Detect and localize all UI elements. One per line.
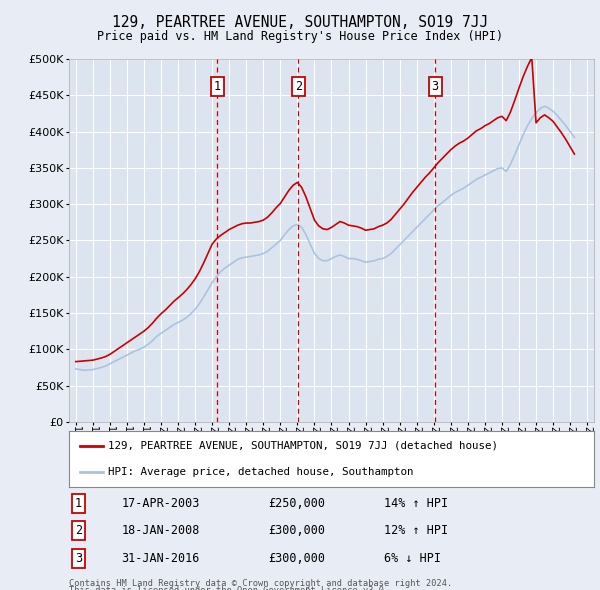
Text: 3: 3	[75, 552, 82, 565]
Text: £300,000: £300,000	[269, 524, 325, 537]
Text: Price paid vs. HM Land Registry's House Price Index (HPI): Price paid vs. HM Land Registry's House …	[97, 30, 503, 43]
Text: 14% ↑ HPI: 14% ↑ HPI	[384, 497, 448, 510]
Text: Contains HM Land Registry data © Crown copyright and database right 2024.: Contains HM Land Registry data © Crown c…	[69, 579, 452, 588]
Text: 2: 2	[295, 80, 302, 93]
Text: This data is licensed under the Open Government Licence v3.0.: This data is licensed under the Open Gov…	[69, 586, 389, 590]
Text: 6% ↓ HPI: 6% ↓ HPI	[384, 552, 441, 565]
Text: 31-JAN-2016: 31-JAN-2016	[121, 552, 200, 565]
Text: 129, PEARTREE AVENUE, SOUTHAMPTON, SO19 7JJ (detached house): 129, PEARTREE AVENUE, SOUTHAMPTON, SO19 …	[109, 441, 499, 451]
Text: 2: 2	[75, 524, 82, 537]
Text: 12% ↑ HPI: 12% ↑ HPI	[384, 524, 448, 537]
Text: 1: 1	[214, 80, 221, 93]
Text: HPI: Average price, detached house, Southampton: HPI: Average price, detached house, Sout…	[109, 467, 414, 477]
Text: 17-APR-2003: 17-APR-2003	[121, 497, 200, 510]
Text: 129, PEARTREE AVENUE, SOUTHAMPTON, SO19 7JJ: 129, PEARTREE AVENUE, SOUTHAMPTON, SO19 …	[112, 15, 488, 30]
Text: 3: 3	[431, 80, 439, 93]
Text: 1: 1	[75, 497, 82, 510]
Text: £250,000: £250,000	[269, 497, 325, 510]
Text: £300,000: £300,000	[269, 552, 325, 565]
Text: 18-JAN-2008: 18-JAN-2008	[121, 524, 200, 537]
